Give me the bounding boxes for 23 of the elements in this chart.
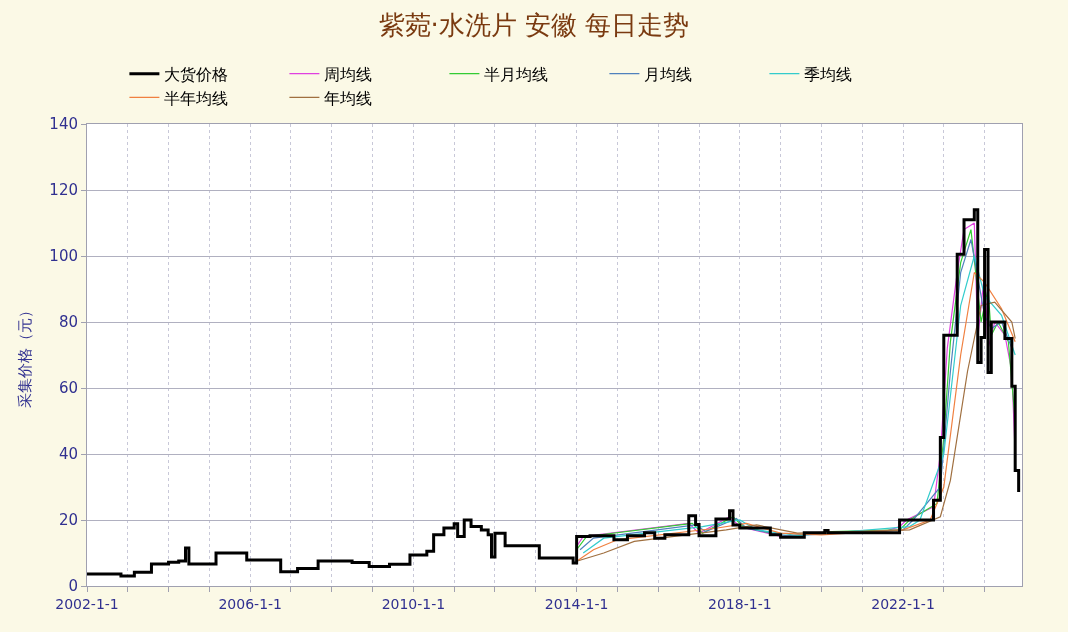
x-tick-label: 2002-1-1 [55, 595, 119, 612]
x-tick-label: 2022-1-1 [871, 595, 935, 612]
y-tick-label: 40 [58, 445, 78, 464]
y-tick-label: 0 [68, 577, 78, 596]
y-tick-label: 80 [58, 313, 78, 332]
legend-label: 年均线 [324, 88, 373, 108]
x-tick-label: 2018-1-1 [708, 595, 772, 612]
legend-label: 半月均线 [484, 64, 549, 84]
legend-label: 半年均线 [164, 88, 229, 108]
y-tick-label: 20 [58, 511, 78, 530]
y-tick-label: 100 [49, 247, 78, 266]
legend-label: 月均线 [644, 64, 693, 84]
y-tick-label: 140 [49, 115, 78, 134]
x-tick-label: 2006-1-1 [218, 595, 282, 612]
y-tick-label: 60 [58, 379, 78, 398]
x-tick-label: 2014-1-1 [544, 595, 609, 612]
legend-label: 季均线 [804, 64, 853, 84]
x-tick-label: 2010-1-1 [381, 595, 446, 612]
legend-label: 大货价格 [164, 64, 229, 84]
y-tick-label: 120 [49, 181, 78, 200]
chart-title: 紫菀·水洗片 安徽 每日走势 [378, 10, 690, 40]
y-axis-title: 采集价格（元） [15, 302, 34, 408]
legend-label: 周均线 [324, 64, 373, 84]
